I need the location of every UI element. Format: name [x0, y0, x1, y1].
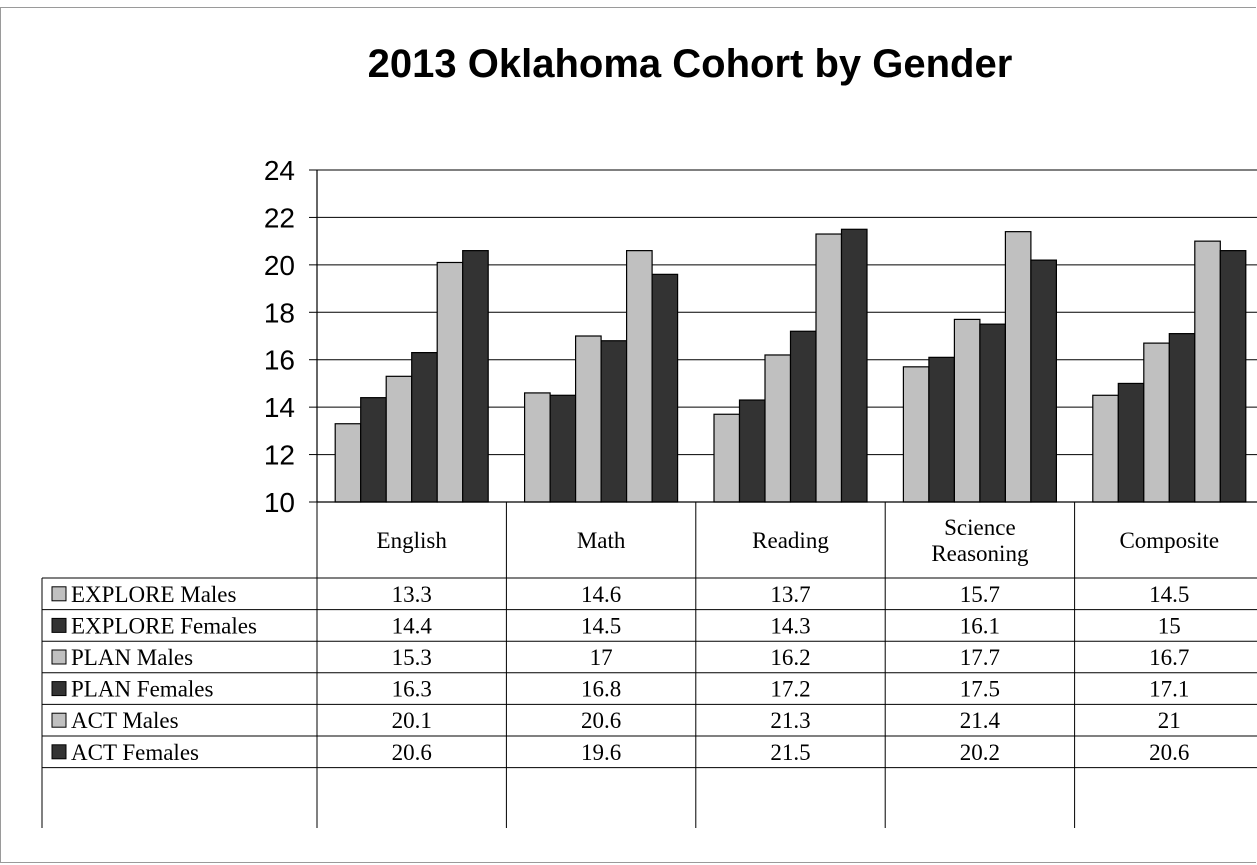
- y-tick-label-14: 14: [264, 392, 295, 423]
- cell-plan-males-math: 17: [590, 645, 613, 670]
- bar-plan-females-composite: [1168, 333, 1196, 503]
- cell-act-females-reading: 21.5: [770, 740, 810, 765]
- legend-label-explore-males: EXPLORE Males: [71, 582, 237, 607]
- bar-plan-males-english: [385, 375, 413, 503]
- cell-explore-females-english: 14.4: [392, 613, 433, 638]
- bar-explore-females-reading: [738, 399, 766, 503]
- y-tick-label-12: 12: [264, 440, 295, 471]
- cell-act-males-composite: 21: [1158, 708, 1181, 733]
- legend-label-act-females: ACT Females: [71, 740, 199, 765]
- bar-plan-males-reading: [764, 354, 792, 503]
- cell-act-females-math: 19.6: [581, 740, 621, 765]
- y-tick-label-18: 18: [264, 297, 295, 328]
- bar-act-females-math: [651, 273, 679, 503]
- y-tick-label-22: 22: [264, 202, 295, 233]
- y-tick-label-20: 20: [264, 250, 295, 281]
- bar-plan-males-composite: [1143, 342, 1170, 503]
- cell-act-males-science-reasoning: 21.4: [960, 708, 1001, 733]
- cell-explore-females-science-reasoning: 16.1: [960, 613, 1000, 638]
- bar-plan-males-math: [574, 335, 602, 503]
- bar-act-males-reading: [815, 233, 843, 503]
- cell-plan-females-math: 16.8: [581, 677, 621, 702]
- cell-explore-females-reading: 14.3: [770, 613, 810, 638]
- y-tick-label-24: 24: [264, 155, 295, 186]
- bar-explore-males-reading: [713, 413, 741, 503]
- legend-swatch-act-males: [51, 712, 67, 728]
- cell-plan-males-english: 15.3: [392, 645, 432, 670]
- category-label-reading: Reading: [752, 528, 829, 553]
- legend-swatch-act-females: [51, 744, 67, 760]
- cell-explore-males-math: 14.6: [581, 582, 621, 607]
- cell-plan-females-science-reasoning: 17.5: [960, 677, 1000, 702]
- bar-explore-males-science-reasoning: [902, 366, 930, 503]
- bar-act-males-composite: [1194, 240, 1221, 503]
- bar-explore-males-composite: [1092, 394, 1119, 503]
- legend-swatch-plan-females: [51, 681, 67, 697]
- bar-act-females-english: [462, 250, 489, 503]
- chart-title: 2013 Oklahoma Cohort by Gender: [367, 42, 1013, 86]
- y-tick-label-16: 16: [264, 345, 295, 376]
- cell-explore-males-science-reasoning: 15.7: [960, 582, 1000, 607]
- bar-explore-females-composite: [1117, 382, 1145, 503]
- bar-act-males-english: [436, 261, 464, 503]
- legend-swatch-plan-males: [51, 649, 67, 665]
- bar-act-females-science-reasoning: [1030, 259, 1058, 503]
- cell-act-males-reading: 21.3: [770, 708, 810, 733]
- bar-plan-females-math: [600, 340, 628, 503]
- chart-frame: [0, 7, 1256, 863]
- cell-plan-males-composite: 16.7: [1149, 645, 1189, 670]
- legend-label-plan-males: PLAN Males: [71, 645, 193, 670]
- cell-plan-females-composite: 17.1: [1149, 677, 1189, 702]
- bar-explore-females-math: [549, 394, 577, 503]
- cell-act-females-composite: 20.6: [1149, 740, 1189, 765]
- cell-act-males-math: 20.6: [581, 708, 621, 733]
- cell-explore-males-composite: 14.5: [1149, 582, 1189, 607]
- legend-label-act-males: ACT Males: [71, 708, 179, 733]
- category-label-english: English: [377, 528, 448, 553]
- cell-explore-females-math: 14.5: [581, 613, 621, 638]
- legend-label-explore-females: EXPLORE Females: [71, 613, 257, 638]
- cell-plan-females-english: 16.3: [392, 677, 432, 702]
- bar-act-males-science-reasoning: [1004, 231, 1032, 503]
- bar-act-females-composite: [1219, 250, 1247, 503]
- category-label-composite: Composite: [1119, 528, 1219, 553]
- bar-plan-females-science-reasoning: [979, 323, 1007, 503]
- cell-plan-males-science-reasoning: 17.7: [960, 645, 1000, 670]
- category-label-math: Math: [577, 528, 626, 553]
- bar-plan-females-reading: [789, 330, 817, 503]
- cell-plan-males-reading: 16.2: [770, 645, 810, 670]
- category-label-science-reasoning: Science Reasoning: [931, 515, 1029, 566]
- bar-explore-males-math: [523, 392, 551, 503]
- cell-plan-females-reading: 17.2: [770, 677, 810, 702]
- cell-act-females-science-reasoning: 20.2: [960, 740, 1000, 765]
- legend-swatch-explore-males: [51, 586, 67, 602]
- cell-explore-males-reading: 13.7: [770, 582, 810, 607]
- cell-explore-males-english: 13.3: [392, 582, 432, 607]
- cell-act-females-english: 20.6: [392, 740, 432, 765]
- bar-explore-males-english: [334, 423, 362, 503]
- legend-label-plan-females: PLAN Females: [71, 677, 214, 702]
- bar-act-males-math: [625, 250, 653, 503]
- bar-explore-females-english: [360, 397, 387, 503]
- bar-plan-males-science-reasoning: [953, 318, 981, 503]
- bar-act-females-reading: [840, 228, 868, 503]
- legend-swatch-explore-females: [51, 617, 67, 633]
- cell-explore-females-composite: 15: [1158, 613, 1181, 638]
- y-tick-label-10: 10: [264, 487, 295, 518]
- bar-plan-females-english: [411, 352, 438, 503]
- bar-explore-females-science-reasoning: [928, 356, 956, 503]
- cell-act-males-english: 20.1: [392, 708, 432, 733]
